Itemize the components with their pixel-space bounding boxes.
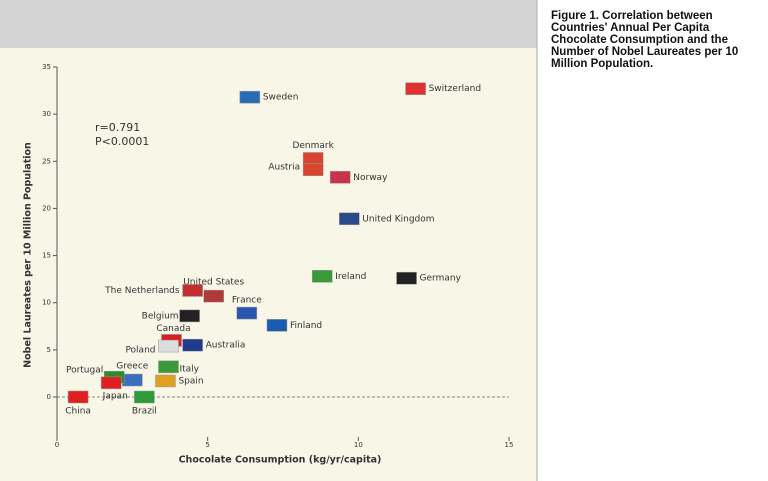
point-label: The Netherlands: [104, 286, 180, 296]
flag-marker: [236, 306, 258, 320]
point-label: Poland: [125, 346, 155, 356]
point-label: Belgium: [142, 311, 179, 321]
flag-marker: [100, 376, 122, 390]
point-label: Greece: [116, 362, 148, 372]
flag-marker: [155, 374, 176, 388]
point-label: Spain: [178, 376, 203, 386]
y-tick-label: 25: [42, 157, 51, 165]
point-label: Portugal: [66, 366, 103, 376]
flag-marker: [158, 339, 179, 353]
point-label: Finland: [290, 321, 322, 331]
flag-marker: [302, 163, 324, 177]
header-band: [0, 0, 537, 48]
point-label: Switzerland: [429, 84, 482, 94]
figure-caption: Figure 1. Correlation between Countries'…: [551, 10, 739, 70]
point-label: Austria: [268, 162, 300, 172]
point-label: Italy: [179, 364, 199, 374]
point-label: France: [232, 296, 262, 306]
flag-marker: [311, 270, 333, 283]
y-tick-label: 5: [47, 346, 51, 354]
flag-marker: [203, 289, 224, 303]
y-axis-label: Nobel Laureates per 10 Million Populatio…: [23, 142, 34, 368]
flag-marker: [179, 309, 200, 323]
point-label: Australia: [206, 341, 246, 351]
flag-marker: [302, 152, 324, 165]
y-tick-label: 0: [47, 393, 51, 401]
y-tick-label: 10: [42, 299, 51, 307]
flag-marker: [339, 212, 360, 226]
point-label: United States: [183, 278, 244, 288]
annotation: r=0.791: [95, 121, 140, 134]
x-axis-label: Chocolate Consumption (kg/yr/capita): [179, 455, 382, 466]
flag-marker: [182, 338, 203, 352]
y-tick-label: 15: [42, 252, 51, 260]
plot-background: [0, 48, 537, 481]
flag-marker: [134, 390, 155, 404]
flag-marker: [330, 171, 351, 184]
point-label: Norway: [353, 173, 388, 183]
point-label: Denmark: [292, 141, 334, 151]
point-label: China: [65, 407, 91, 417]
flag-marker: [405, 82, 426, 95]
x-tick-label: 15: [505, 441, 514, 449]
point-label: Sweden: [263, 93, 299, 103]
flag-marker: [396, 271, 417, 285]
y-tick-label: 35: [42, 63, 51, 71]
flag-marker: [122, 373, 143, 387]
flag-marker: [67, 390, 89, 404]
flag-marker: [239, 90, 261, 104]
point-label: Japan: [102, 391, 128, 401]
x-tick-label: 10: [354, 441, 363, 449]
x-tick-label: 0: [55, 441, 59, 449]
point-label: Germany: [420, 274, 462, 284]
point-label: Ireland: [335, 272, 366, 282]
point-label: Brazil: [132, 407, 157, 417]
point-label: Canada: [156, 324, 190, 334]
flag-marker: [158, 360, 179, 374]
x-tick-label: 5: [205, 441, 209, 449]
annotation: P<0.0001: [95, 135, 149, 148]
y-tick-label: 20: [42, 204, 51, 212]
point-label: United Kingdom: [362, 214, 434, 224]
flag-marker: [182, 284, 203, 297]
flag-marker: [266, 319, 288, 332]
y-tick-label: 30: [42, 110, 51, 118]
